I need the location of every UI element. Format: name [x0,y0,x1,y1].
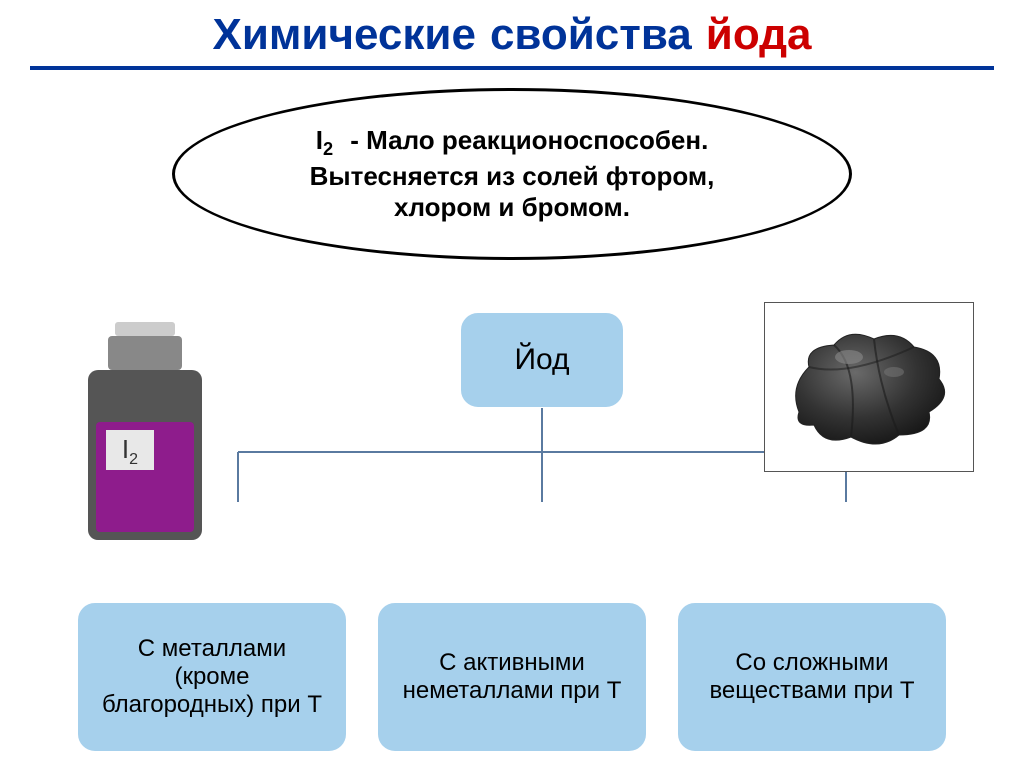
root-node: Йод [460,312,624,408]
leaf-row: С металлами (кроме благородных) при Т С … [30,602,994,752]
ellipse-line-3: хлором и бромом. [394,192,630,223]
title: Химические свойства йода [30,10,994,60]
description-ellipse: I2 - Мало реакционоспособен. Вытесняется… [172,88,852,260]
leaf-node-metals: С металлами (кроме благородных) при Т [77,602,347,752]
title-word-2: свойства [490,10,692,60]
iodine-crystal-image [764,302,974,472]
middle-row: I2 Йод [30,282,994,592]
leaf-label-1: С активными неметаллами при Т [398,649,626,705]
title-word-3: йода [706,10,812,60]
title-word-1: Химические [212,10,475,60]
title-underline [30,66,994,70]
leaf-label-0: С металлами (кроме благородных) при Т [98,635,326,719]
i2-formula: I2 [316,125,341,155]
leaf-node-nonmetals: С активными неметаллами при Т [377,602,647,752]
ellipse-line-1-rest: - Мало реакционоспособен. [350,125,708,155]
leaf-label-2: Со сложными веществами при Т [698,649,926,705]
i2-symbol: I [316,125,323,155]
i2-subscript: 2 [323,140,333,160]
ellipse-container: I2 - Мало реакционоспособен. Вытесняется… [30,88,994,260]
slide: Химические свойства йода I2 - Мало реакц… [0,0,1024,768]
ellipse-line-1: I2 - Мало реакционоспособен. [316,125,709,160]
ellipse-line-2: Вытесняется из солей фтором, [310,161,715,192]
leaf-node-complex: Со сложными веществами при Т [677,602,947,752]
iodine-bottle-icon: I2 [70,322,220,557]
root-node-label: Йод [514,343,569,377]
